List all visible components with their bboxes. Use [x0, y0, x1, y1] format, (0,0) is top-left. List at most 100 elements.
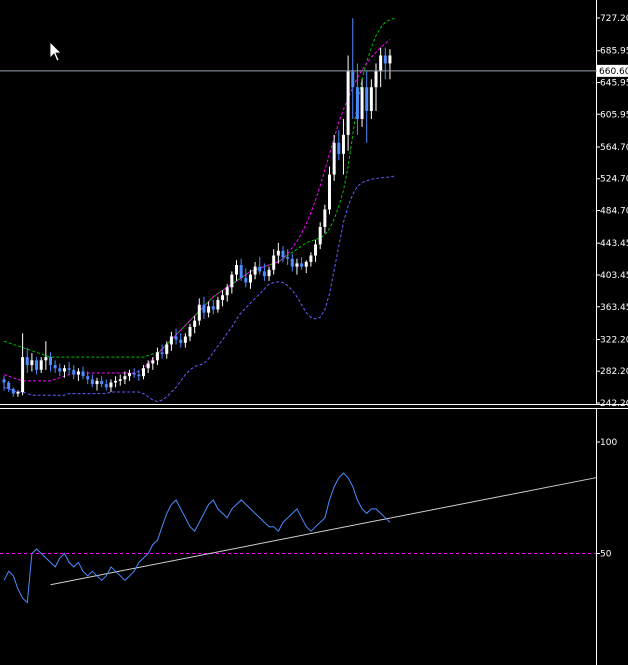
price-axis: 727.20 685.95 645.95 605.95 564.70 524.70 484.…: [596, 14, 628, 409]
candle-body: [355, 87, 359, 119]
candle-body: [169, 336, 173, 345]
candle-body: [374, 71, 378, 88]
candle-body: [123, 376, 127, 380]
indicator-tick-label: 50: [600, 550, 612, 560]
candle-body: [235, 265, 238, 275]
middle-band-path: [3, 39, 391, 382]
candle-body: [30, 360, 34, 366]
candle-body: [351, 71, 355, 88]
candle-body: [323, 209, 327, 227]
candle-body: [388, 55, 392, 64]
candle-body: [369, 87, 373, 112]
candle-body: [155, 352, 159, 361]
candle-body: [262, 271, 266, 277]
price-tick-label: 564.70: [600, 143, 628, 153]
price-tick-label: 524.70: [600, 175, 628, 185]
candle-body: [332, 142, 336, 175]
candle-body: [244, 277, 248, 283]
candle-body: [39, 360, 43, 370]
candle-body: [248, 274, 252, 283]
current-price-tag: 660.60: [597, 64, 628, 77]
candle-body: [67, 368, 71, 370]
candle-body: [202, 304, 206, 313]
candle-body: [90, 379, 94, 385]
price-tick-label: 403.45: [600, 271, 628, 281]
price-tick-label: 645.95: [600, 78, 628, 88]
price-tick-label: 363.45: [600, 303, 628, 313]
candle-body: [314, 244, 318, 256]
current-price-tag-text: 660.60: [599, 67, 628, 77]
price-tick-label: 242.20: [600, 399, 628, 409]
candle-body: [188, 326, 192, 337]
candle-body: [211, 306, 215, 310]
candle-body: [132, 372, 136, 375]
indicator-pane[interactable]: 100 50: [0, 408, 628, 665]
candle-body: [58, 368, 62, 372]
oscillator-line: [3, 472, 391, 604]
candle-body: [44, 357, 48, 361]
candle-body: [137, 374, 141, 377]
candle-body: [341, 134, 345, 154]
candle-body: [272, 255, 276, 270]
candle-body: [62, 368, 66, 372]
price-pane[interactable]: 727.20 685.95 645.95 605.95 564.70 524.70 484.…: [0, 0, 628, 409]
candle-body: [146, 363, 150, 369]
candle-body: [100, 380, 104, 385]
candle-body: [49, 357, 52, 366]
candle-body: [346, 71, 350, 135]
price-tick-label: 322.20: [600, 335, 628, 345]
candle-body: [281, 250, 285, 258]
candle-body: [2, 379, 6, 383]
candle-body: [304, 261, 308, 267]
candle-body: [318, 226, 322, 245]
candle-body: [104, 384, 108, 388]
candle-body: [258, 266, 262, 272]
indicator-tick-label: 100: [600, 438, 617, 448]
candle-body: [81, 371, 85, 377]
candle-body: [300, 263, 304, 267]
candle-body: [295, 263, 299, 267]
candle-body: [142, 368, 145, 377]
candle-body: [151, 360, 155, 364]
price-tick-label: 282.20: [600, 367, 628, 377]
candle-body: [230, 274, 234, 288]
candle-body: [360, 87, 364, 119]
price-tick-label: 727.20: [600, 14, 628, 24]
candle-body: [183, 336, 187, 343]
trendline[interactable]: [50, 477, 597, 586]
candle-body: [253, 266, 257, 275]
candle-body: [239, 265, 243, 278]
oscillator-path: [3, 472, 391, 604]
candle-body: [216, 299, 220, 310]
candle-body: [286, 257, 290, 259]
arrow-cursor-icon: [49, 41, 62, 62]
candle-body: [383, 55, 387, 64]
middle-band-line: [3, 39, 391, 382]
candle-body: [179, 339, 183, 343]
candle-body: [25, 357, 29, 366]
candles: [2, 18, 392, 397]
indicator-axis: 100 50: [596, 438, 617, 560]
candle-body: [95, 380, 99, 385]
candle-body: [21, 357, 25, 393]
candle-body: [309, 255, 313, 262]
price-tick-label: 685.95: [600, 47, 628, 57]
candle-body: [7, 382, 11, 389]
candle-body: [290, 258, 294, 267]
candle-body: [221, 295, 225, 300]
candle-body: [128, 372, 132, 377]
candle-body: [337, 142, 341, 154]
lower-band-line: [3, 175, 395, 403]
candle-body: [118, 379, 122, 381]
price-tick-label: 484.70: [600, 207, 628, 217]
candle-body: [276, 250, 280, 256]
current-price-tag-bg: [597, 64, 628, 77]
candle-body: [174, 336, 178, 340]
price-tick-label: 443.45: [600, 239, 628, 249]
candle-body: [365, 87, 369, 112]
candle-body: [207, 306, 211, 313]
candle-body: [379, 55, 383, 72]
candle-body: [86, 376, 90, 380]
candle-body: [165, 344, 169, 354]
